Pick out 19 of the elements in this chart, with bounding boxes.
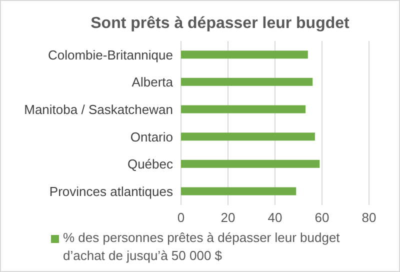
legend-label: % des personnes prêtes à dépasser leur budget d’achat de jusqu’à 50 000 $ bbox=[63, 229, 341, 265]
chart-title: Sont prêts à dépasser leur bugdet bbox=[90, 15, 350, 33]
y-tick-label: Manitoba / Saskatchewan bbox=[24, 102, 173, 117]
y-tick-label: Ontario bbox=[130, 129, 173, 144]
y-tick-label: Colombie-Britannique bbox=[48, 47, 173, 62]
y-tick-label: Alberta bbox=[132, 74, 174, 90]
x-tick-label: 20 bbox=[220, 210, 236, 226]
x-tick-label: 60 bbox=[314, 210, 330, 226]
bar bbox=[181, 50, 308, 59]
y-tick-label: Provinces atlantiques bbox=[49, 184, 174, 199]
x-tick-label: 80 bbox=[362, 210, 376, 226]
x-tick-label: 40 bbox=[268, 210, 282, 226]
bar bbox=[181, 105, 306, 114]
y-tick-label: Québec bbox=[127, 156, 174, 172]
bar bbox=[181, 187, 296, 196]
bar bbox=[181, 160, 320, 168]
bar bbox=[181, 78, 313, 86]
bar bbox=[181, 132, 315, 141]
x-tick-label: 0 bbox=[177, 210, 185, 226]
